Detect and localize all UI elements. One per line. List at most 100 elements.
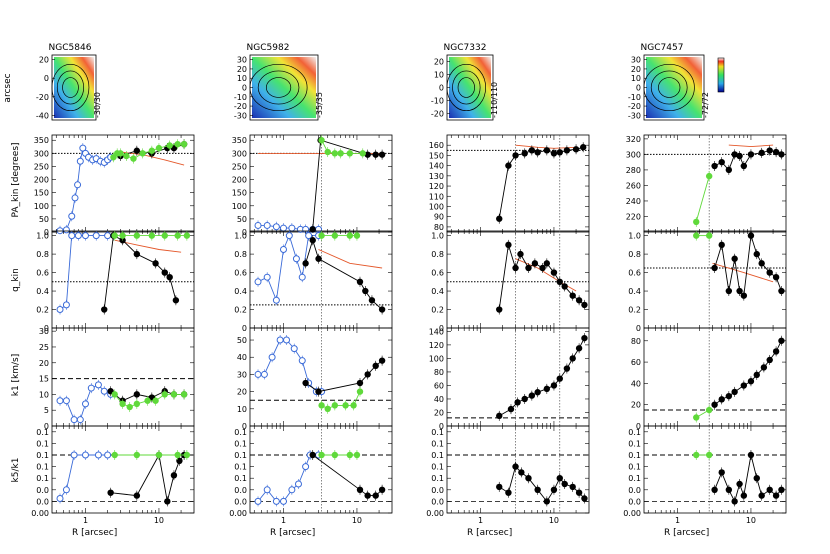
- data-point: [569, 292, 576, 299]
- y-tick-label: 0.0: [234, 497, 247, 506]
- y-tick-label: 0.1: [36, 439, 49, 448]
- y-tick-label: 0.1: [431, 451, 444, 460]
- map-tick-label: -20: [628, 102, 641, 111]
- isophote-contour: [51, 63, 90, 112]
- data-point: [170, 472, 178, 479]
- y-tick-label: 100: [34, 202, 49, 211]
- data-point: [309, 451, 316, 459]
- data-point-open: [81, 232, 89, 240]
- data-point: [772, 348, 780, 355]
- data-point: [101, 306, 108, 313]
- data-point: [353, 232, 361, 239]
- data-point: [302, 260, 309, 267]
- data-point: [572, 146, 580, 153]
- data-point: [107, 489, 114, 496]
- data-point: [166, 142, 173, 149]
- data-point-open: [62, 226, 70, 234]
- data-point: [736, 152, 743, 160]
- y-tick-label: 40: [434, 395, 444, 404]
- y-tick-label: 0.0: [36, 486, 49, 495]
- y-tick-label: 0: [636, 324, 641, 333]
- data-point: [309, 226, 316, 233]
- data-point: [331, 150, 339, 157]
- data-point: [711, 162, 718, 170]
- y-tick-label: 60: [631, 358, 641, 367]
- velocity-map: [252, 57, 316, 118]
- row-ylabel: k5/k1: [11, 458, 21, 483]
- y-tick-label: 0.0: [36, 497, 49, 506]
- y-tick-label: 0.6: [36, 269, 49, 278]
- panel-frame: [249, 425, 393, 514]
- x-tick-label: 1: [675, 516, 680, 525]
- y-tick-label: 0.4: [234, 287, 247, 296]
- data-point: [561, 283, 568, 290]
- data-point: [346, 232, 354, 239]
- data-point: [378, 306, 386, 313]
- y-tick-label: 20: [631, 401, 641, 410]
- data-point: [315, 388, 322, 395]
- y-tick-label: 0.2: [628, 306, 641, 315]
- x-tick-label: 10: [746, 516, 756, 525]
- data-point: [550, 382, 558, 389]
- data-point: [342, 402, 349, 409]
- data-point: [740, 492, 748, 499]
- data-point: [693, 414, 700, 421]
- y-tick-label: 0.0: [431, 497, 444, 506]
- panel-frame: [643, 327, 787, 427]
- y-tick-label: 0.1: [36, 428, 49, 437]
- data-point: [152, 397, 159, 404]
- data-point: [133, 250, 141, 258]
- velocity-map: [646, 57, 702, 118]
- data-point: [174, 451, 181, 459]
- data-point: [496, 215, 503, 222]
- y-tick-label: 0.00: [623, 509, 641, 518]
- y-tick-label: 80: [434, 223, 444, 232]
- data-point: [693, 451, 700, 459]
- data-point: [693, 218, 700, 226]
- y-tick-label: 60: [434, 381, 444, 390]
- data-point-open: [254, 497, 262, 505]
- y-tick-label: 0.1: [628, 474, 641, 483]
- map-tick-label: 20: [39, 56, 49, 65]
- black-series-line: [714, 340, 782, 406]
- y-tick-label: 1.0: [234, 232, 247, 241]
- data-point: [517, 250, 524, 258]
- black-series-line: [714, 454, 782, 503]
- panel-frame: [643, 425, 787, 514]
- data-point: [563, 365, 571, 372]
- open-series-line: [59, 235, 108, 310]
- data-point: [531, 260, 539, 267]
- open-series-line: [257, 234, 319, 303]
- map-tick-label: -10: [431, 97, 444, 106]
- data-point: [747, 151, 755, 158]
- y-tick-label: 0: [44, 422, 49, 431]
- y-tick-label: 30: [39, 327, 49, 336]
- data-point: [133, 451, 141, 459]
- data-point: [718, 469, 725, 476]
- isophote-contour: [265, 77, 292, 98]
- data-point: [364, 492, 371, 499]
- map-tick-label: 0: [242, 84, 247, 93]
- y-tick-label: 320: [626, 135, 641, 144]
- y-tick-label: 240: [626, 197, 641, 206]
- y-tick-label: 120: [429, 341, 444, 350]
- map-tick-label: 20: [237, 65, 247, 74]
- y-tick-label: 350: [34, 136, 49, 145]
- data-point: [760, 364, 768, 371]
- y-tick-label: 150: [429, 151, 444, 160]
- y-tick-label: 20: [434, 408, 444, 417]
- black-series-line: [312, 454, 383, 497]
- data-point: [753, 371, 760, 379]
- data-point: [368, 297, 376, 304]
- data-point: [180, 391, 188, 398]
- data-point: [174, 140, 181, 148]
- y-tick-label: 0.1: [234, 439, 247, 448]
- y-tick-label: 0.1: [36, 463, 49, 472]
- data-point: [556, 149, 563, 156]
- data-point: [766, 486, 773, 493]
- y-tick-label: 0.4: [628, 287, 641, 296]
- y-tick-label: 100: [429, 354, 444, 363]
- data-point: [514, 399, 521, 406]
- y-tick-label: 0.2: [36, 306, 49, 315]
- data-point: [111, 451, 118, 459]
